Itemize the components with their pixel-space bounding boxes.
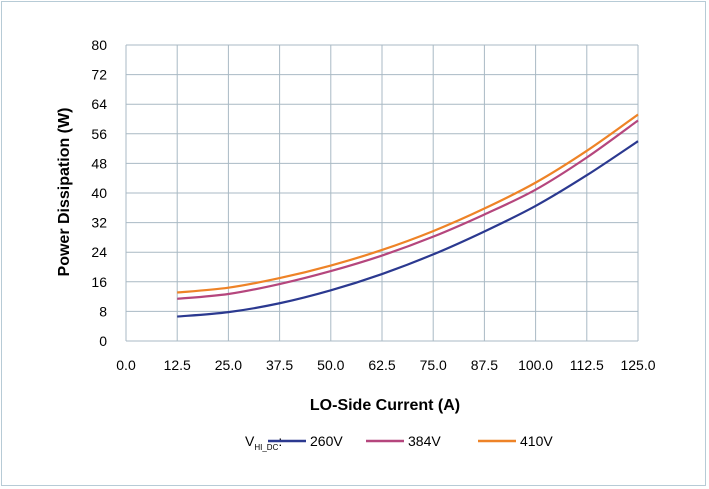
x-tick-label: 25.0 bbox=[215, 357, 242, 373]
y-axis-title: Power Dissipation (W) bbox=[56, 108, 73, 277]
x-tick-label: 100.0 bbox=[518, 357, 553, 373]
grid bbox=[125, 44, 639, 342]
legend: VHI_DC: 260V 384V 410V bbox=[245, 433, 553, 452]
x-tick-label: 112.5 bbox=[570, 357, 604, 373]
y-tick-label: 16 bbox=[91, 274, 107, 290]
x-tick-labels: 0.0 12.5 25.0 37.5 50.0 62.5 75.0 87.5 100.0 112.… bbox=[116, 357, 655, 373]
y-tick-label: 72 bbox=[91, 67, 107, 83]
y-tick-label: 64 bbox=[91, 96, 107, 112]
legend-label-260V: 260V bbox=[310, 433, 343, 449]
x-tick-label: 12.5 bbox=[164, 357, 191, 373]
y-tick-label: 32 bbox=[91, 215, 107, 231]
x-tick-label: 62.5 bbox=[368, 357, 395, 373]
x-tick-label: 125.0 bbox=[620, 357, 655, 373]
y-tick-label: 48 bbox=[91, 155, 107, 171]
x-axis-title: LO-Side Current (A) bbox=[310, 397, 460, 414]
legend-label-410V: 410V bbox=[520, 433, 553, 449]
x-tick-label: 50.0 bbox=[317, 357, 344, 373]
y-tick-label: 40 bbox=[91, 185, 107, 201]
series-line-384V bbox=[177, 119, 639, 300]
y-tick-label: 8 bbox=[99, 303, 107, 319]
x-tick-label: 37.5 bbox=[266, 357, 293, 373]
x-tick-label: 0.0 bbox=[116, 357, 136, 373]
x-tick-label: 75.0 bbox=[420, 357, 447, 373]
y-tick-label: 24 bbox=[91, 244, 107, 260]
series-line-260V bbox=[177, 140, 639, 318]
legend-prefix-subscript: HI_DC bbox=[254, 443, 278, 452]
y-tick-label: 80 bbox=[91, 37, 107, 53]
y-tick-labels: 0 8 16 24 32 40 48 56 64 72 80 bbox=[91, 37, 107, 349]
y-tick-label: 0 bbox=[99, 333, 107, 349]
legend-prefix: VHI_DC: bbox=[245, 433, 282, 452]
legend-label-384V: 384V bbox=[408, 433, 441, 449]
series-lines bbox=[177, 113, 639, 318]
legend-prefix-letter: V bbox=[245, 433, 255, 449]
x-tick-label: 87.5 bbox=[471, 357, 498, 373]
y-tick-label: 56 bbox=[91, 126, 107, 142]
series-line-410V bbox=[177, 113, 639, 294]
